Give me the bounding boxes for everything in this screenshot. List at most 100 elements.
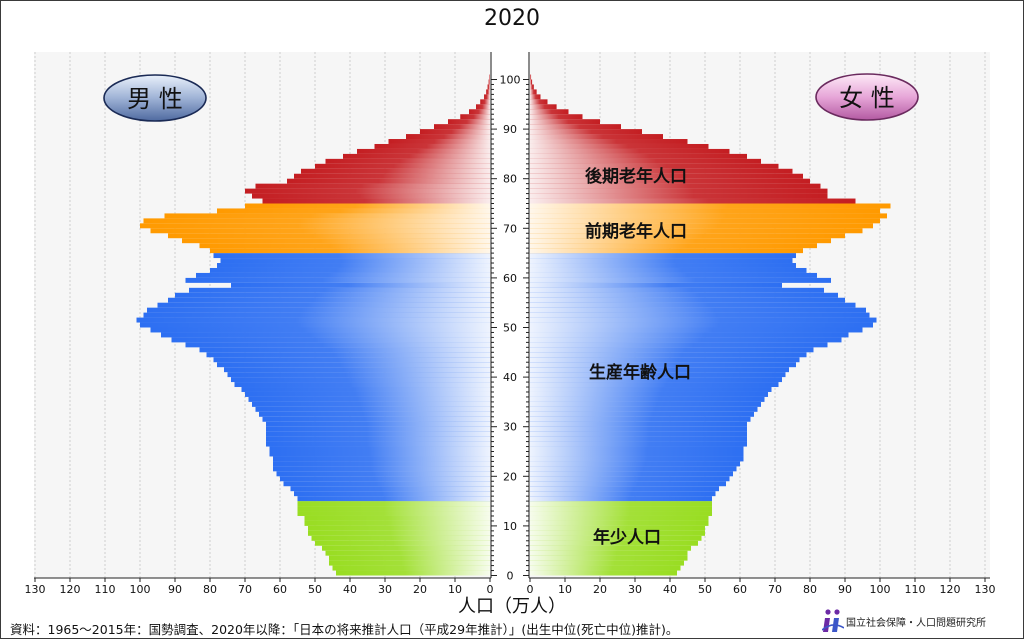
female-bar-shade-9	[530, 525, 705, 531]
x-tick-label-male-80: 80	[203, 583, 217, 596]
x-tick-label-male-20: 20	[413, 583, 427, 596]
source-note: 資料：1965〜2015年：国勢調査、2020年以降：「日本の将来推計人口（平成…	[10, 622, 679, 637]
female-bar-shade-13	[530, 506, 712, 512]
male-bar-shade-75	[262, 198, 490, 204]
age-tick-label-40: 40	[503, 371, 517, 384]
male-bar-shade-20	[276, 471, 490, 477]
x-tick-label-female-20: 20	[593, 583, 607, 596]
female-bar-shade-60	[530, 272, 817, 278]
female-bar-shade-100	[530, 74, 532, 80]
female-bar-shade-31	[530, 416, 751, 422]
male-bar-shade-62	[217, 263, 490, 268]
female-bar-shade-58	[530, 282, 782, 288]
male-bar-shade-1	[332, 565, 490, 571]
male-bar-shade-31	[262, 416, 490, 422]
male-bar-shade-21	[273, 466, 490, 472]
male-bar-shade-66	[199, 243, 490, 249]
female-bar-shade-44	[530, 352, 807, 358]
x-tick-label-female-60: 60	[733, 583, 747, 596]
x-tick-label-male-90: 90	[168, 583, 182, 596]
female-bar-shade-53	[530, 307, 866, 313]
x-tick-label-male-0: 0	[487, 583, 494, 596]
female-bar-shade-16	[530, 491, 716, 497]
male-bar-shade-79	[287, 178, 490, 184]
male-bar-shade-30	[266, 421, 490, 427]
group-label-youth: 年少人口	[593, 527, 661, 548]
female-bar-shade-72	[530, 213, 887, 219]
male-bar-shade-10	[304, 520, 490, 526]
age-tick-label-50: 50	[503, 322, 517, 335]
female-bar-shade-50	[530, 322, 873, 328]
male-bar-shade-42	[217, 362, 490, 368]
group-label-early-elderly: 前期老年人口	[585, 221, 687, 242]
male-bar-shade-59	[185, 277, 490, 283]
female-bar-shade-38	[530, 382, 779, 388]
male-bar-shade-99	[488, 79, 490, 85]
male-bar-shade-46	[185, 342, 490, 348]
male-bar-shade-49	[150, 327, 490, 333]
age-tick-label-90: 90	[503, 123, 517, 136]
male-bar-shade-41	[224, 367, 490, 373]
female-bar-shade-0	[530, 570, 677, 576]
male-bar-shade-76	[252, 193, 490, 199]
male-bar-shade-32	[259, 411, 490, 417]
female-bar-shade-43	[530, 357, 800, 363]
female-bar-shade-94	[530, 104, 557, 110]
male-bar-shade-52	[143, 312, 490, 318]
male-bar-shade-27	[266, 436, 490, 442]
male-bar-shade-83	[325, 158, 490, 164]
age-tick-label-30: 30	[503, 421, 517, 434]
male-bar-shade-78	[255, 183, 490, 189]
male-bar-shade-84	[343, 153, 490, 159]
female-bar-shade-10	[530, 520, 709, 526]
x-tick-label-male-130: 130	[25, 583, 46, 596]
female-bar-shade-32	[530, 411, 754, 417]
female-bar-shade-51	[530, 317, 877, 323]
female-bar-shade-61	[530, 267, 807, 273]
female-bar-shade-20	[530, 471, 733, 477]
male-bar-shade-89	[420, 129, 490, 135]
male-bar-shade-69	[150, 228, 490, 234]
male-bar-shade-14	[297, 501, 490, 507]
female-bar-shade-26	[530, 441, 747, 447]
male-bar-shade-47	[171, 337, 490, 343]
female-bar-shade-48	[530, 332, 849, 338]
x-tick-label-female-100: 100	[870, 583, 891, 596]
male-bar-shade-5	[322, 545, 490, 551]
male-bar-shade-4	[325, 550, 490, 556]
male-bar-shade-18	[283, 481, 490, 487]
male-bar-shade-36	[245, 391, 490, 397]
male-bar-shade-48	[161, 332, 490, 338]
female-bar-shade-70	[530, 223, 873, 229]
female-bar-shade-12	[530, 511, 712, 516]
female-bar-shade-54	[530, 302, 856, 308]
female-bar-shade-14	[530, 501, 712, 507]
female-bar-shade-89	[530, 129, 642, 135]
male-bar-shade-61	[210, 267, 490, 273]
x-tick-label-female-40: 40	[663, 583, 677, 596]
male-bar-shade-44	[206, 352, 490, 358]
male-bar-shade-29	[266, 426, 490, 432]
female-bar-shade-95	[530, 99, 548, 105]
female-bar-shade-30	[530, 421, 747, 427]
male-bar-shade-100	[489, 74, 490, 80]
male-bar-shade-57	[189, 287, 490, 293]
female-bars	[530, 74, 891, 576]
female-bar-shade-47	[530, 337, 842, 343]
institute-name: 国立社会保障・人口問題研究所	[846, 618, 986, 629]
age-tick-label-100: 100	[500, 74, 521, 87]
male-bar-shade-80	[294, 173, 490, 179]
male-bar-shade-28	[266, 431, 490, 437]
male-bar-shade-8	[308, 530, 490, 536]
male-bar-shade-12	[297, 511, 490, 516]
male-bar-shade-95	[480, 99, 490, 105]
female-bar-shade-69	[530, 228, 863, 234]
male-bar-shade-24	[269, 451, 490, 457]
female-bar-shade-79	[530, 178, 810, 184]
male-bar-shade-73	[217, 208, 490, 214]
female-bar-shade-35	[530, 396, 765, 402]
female-bar-shade-28	[530, 431, 747, 437]
male-bar-shade-39	[231, 377, 490, 383]
female-bar-shade-80	[530, 173, 803, 179]
male-bar-shade-92	[460, 114, 490, 120]
